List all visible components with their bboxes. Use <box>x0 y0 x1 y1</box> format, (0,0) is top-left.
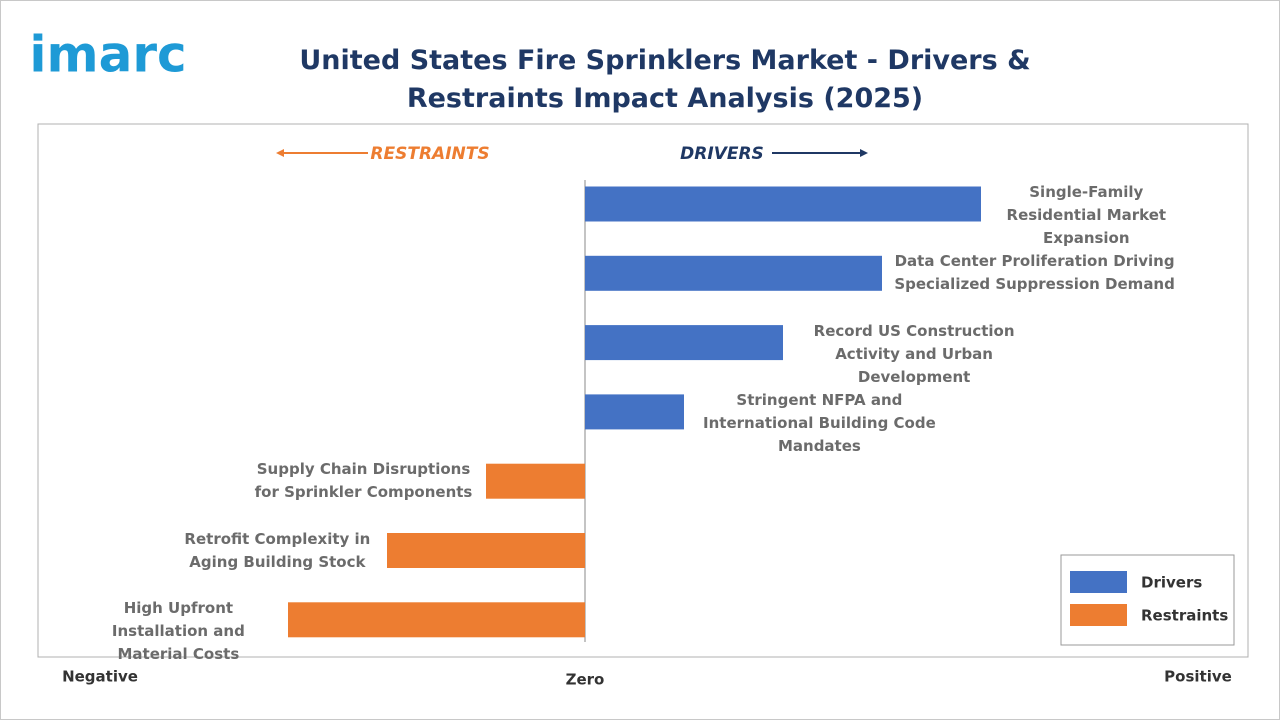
bar <box>585 255 882 291</box>
category-label: Record US Construction Activity and Urba… <box>813 321 1015 386</box>
arrow-head <box>860 149 868 157</box>
logo: imarc <box>29 26 186 84</box>
bar <box>387 533 585 568</box>
category-label: Supply Chain Disruptions for Sprinkler C… <box>254 460 473 502</box>
legend <box>1060 554 1235 646</box>
legend-label: Restraints <box>1141 607 1228 625</box>
axis-label: Zero <box>566 671 605 689</box>
category-label: Stringent NFPA and International Buildin… <box>703 390 936 455</box>
axis-label: Negative <box>62 668 138 686</box>
category-label: High Upfront Installation and Material C… <box>111 598 245 663</box>
legend-label: Drivers <box>1141 574 1202 592</box>
plot-frame <box>37 123 1249 658</box>
bar <box>288 602 585 638</box>
legend-swatch <box>1070 604 1127 626</box>
category-label: Retrofit Complexity in Aging Building St… <box>184 529 371 571</box>
bar <box>585 186 981 222</box>
axis-label: Positive <box>1164 668 1232 686</box>
bar <box>585 325 783 361</box>
bar <box>486 463 585 499</box>
legend-swatch <box>1070 571 1127 593</box>
arrow-head <box>276 149 284 157</box>
bar <box>585 394 684 430</box>
annotation: DRIVERS <box>680 144 764 164</box>
category-label: Single-Family Residential Market Expansi… <box>1006 183 1167 247</box>
annotation: RESTRAINTS <box>370 144 489 164</box>
category-label: Data Center Proliferation Driving Specia… <box>894 252 1175 294</box>
chart-title: United States Fire Sprinklers Market - D… <box>299 45 1031 114</box>
